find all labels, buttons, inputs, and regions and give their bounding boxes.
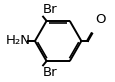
Text: H₂N: H₂N	[6, 35, 31, 47]
Text: Br: Br	[43, 3, 57, 16]
Text: O: O	[94, 13, 105, 26]
Text: Br: Br	[43, 66, 57, 79]
